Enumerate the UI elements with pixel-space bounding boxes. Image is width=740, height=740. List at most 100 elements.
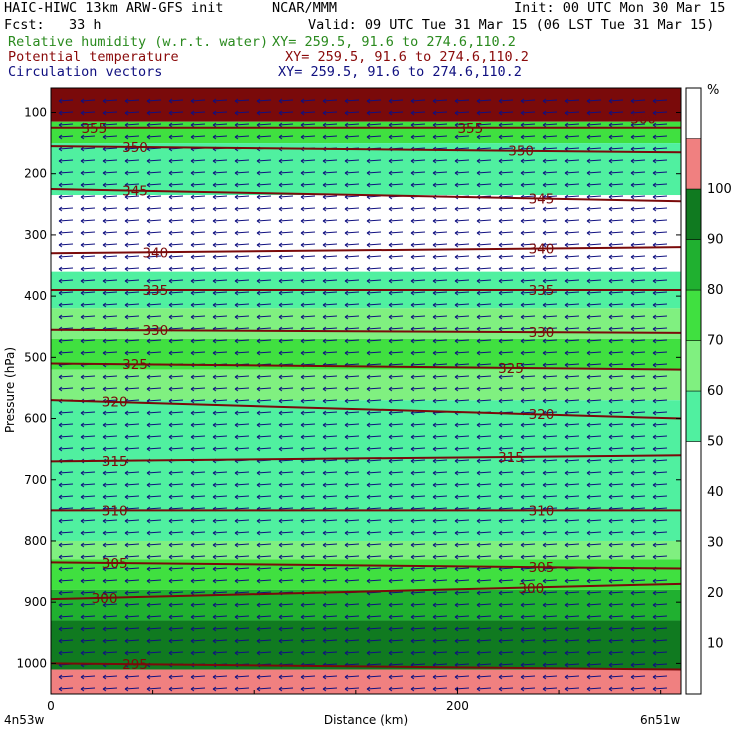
vector-arrow — [366, 387, 382, 390]
vector-arrow — [256, 375, 272, 378]
vector-arrowhead — [344, 614, 349, 620]
vector-arrowhead — [454, 278, 459, 284]
vector-arrow — [344, 435, 360, 438]
vector-arrow — [190, 195, 206, 198]
vector-arrow — [520, 639, 536, 642]
vector-arrow — [278, 243, 294, 246]
vector-arrow — [630, 627, 646, 630]
vector-arrow — [476, 639, 492, 642]
vector-arrowhead — [234, 182, 239, 188]
vector-arrowhead — [256, 494, 261, 500]
vector-arrowhead — [454, 470, 459, 476]
vector-arrow — [256, 579, 272, 582]
vector-arrowhead — [234, 386, 239, 392]
vector-arrow — [168, 255, 184, 258]
vector-arrowhead — [520, 398, 525, 404]
vector-arrow — [476, 339, 492, 342]
vector-arrow — [564, 531, 580, 534]
vector-arrow — [410, 219, 426, 222]
vector-arrow — [608, 459, 624, 462]
vector-arrowhead — [630, 458, 635, 464]
vector-arrowhead — [58, 290, 63, 296]
vector-arrow — [432, 207, 448, 210]
vector-arrowhead — [190, 290, 195, 296]
vector-arrow — [586, 675, 602, 678]
vector-arrow — [630, 483, 646, 486]
vector-arrow — [278, 615, 294, 618]
vector-arrow — [322, 603, 338, 606]
vector-arrow — [410, 375, 426, 378]
vector-arrow — [498, 291, 514, 294]
vector-arrow — [564, 579, 580, 582]
vector-arrowhead — [212, 350, 217, 356]
vector-arrowhead — [102, 542, 107, 548]
vector-arrowhead — [476, 206, 481, 212]
vector-arrowhead — [564, 494, 569, 500]
vector-arrow — [300, 195, 316, 198]
vector-arrow — [322, 207, 338, 210]
vector-arrow — [432, 159, 448, 162]
vector-arrow — [234, 687, 250, 690]
vector-arrowhead — [652, 590, 657, 596]
vector-arrow — [608, 351, 624, 354]
vector-arrowhead — [498, 434, 503, 440]
vector-arrowhead — [476, 458, 481, 464]
rh-band-7 — [51, 369, 681, 401]
vector-arrowhead — [256, 530, 261, 536]
vector-arrow — [124, 255, 140, 258]
vector-arrowhead — [652, 578, 657, 584]
vector-arrow — [432, 279, 448, 282]
vector-arrowhead — [652, 626, 657, 632]
vector-arrow — [366, 627, 382, 630]
vector-arrow — [124, 483, 140, 486]
vector-arrowhead — [322, 470, 327, 476]
vector-arrowhead — [476, 170, 481, 176]
vector-arrowhead — [366, 266, 371, 272]
vector-arrowhead — [234, 614, 239, 620]
vector-arrowhead — [630, 542, 635, 548]
vector-arrowhead — [388, 242, 393, 248]
vector-arrow — [278, 231, 294, 234]
vector-arrow — [410, 663, 426, 666]
vector-arrowhead — [520, 530, 525, 536]
vector-arrow — [608, 147, 624, 150]
vector-arrow — [168, 639, 184, 642]
vector-arrow — [344, 111, 360, 114]
vector-arrowhead — [564, 530, 569, 536]
vector-arrow — [278, 303, 294, 306]
vector-arrow — [388, 435, 404, 438]
vector-arrow — [212, 231, 228, 234]
vector-arrowhead — [212, 650, 217, 656]
vector-arrow — [586, 555, 602, 558]
vector-arrow — [652, 555, 668, 558]
vector-arrow — [278, 531, 294, 534]
vector-arrow — [344, 675, 360, 678]
vector-arrow — [388, 651, 404, 654]
vector-arrowhead — [542, 662, 547, 668]
vector-arrowhead — [388, 110, 393, 116]
vector-arrowhead — [542, 170, 547, 176]
vector-arrow — [168, 327, 184, 330]
vector-arrowhead — [476, 326, 481, 332]
vector-arrow — [630, 135, 646, 138]
vector-arrow — [652, 243, 668, 246]
vector-arrowhead — [168, 566, 173, 572]
vector-arrow — [542, 339, 558, 342]
vector-arrow — [498, 99, 514, 102]
vector-arrowhead — [124, 110, 129, 116]
vector-arrow — [300, 279, 316, 282]
vector-arrow — [652, 327, 668, 330]
vector-arrow — [234, 615, 250, 618]
vector-arrow — [454, 339, 470, 342]
vector-arrowhead — [146, 350, 151, 356]
vector-arrow — [542, 603, 558, 606]
vector-arrowhead — [256, 686, 261, 692]
vector-arrowhead — [80, 590, 85, 596]
vector-arrowhead — [410, 254, 415, 260]
vector-arrowhead — [652, 194, 657, 200]
vector-arrow — [322, 123, 338, 126]
vector-arrowhead — [168, 182, 173, 188]
vector-arrowhead — [212, 602, 217, 608]
vector-arrowhead — [542, 638, 547, 644]
vector-arrowhead — [212, 614, 217, 620]
